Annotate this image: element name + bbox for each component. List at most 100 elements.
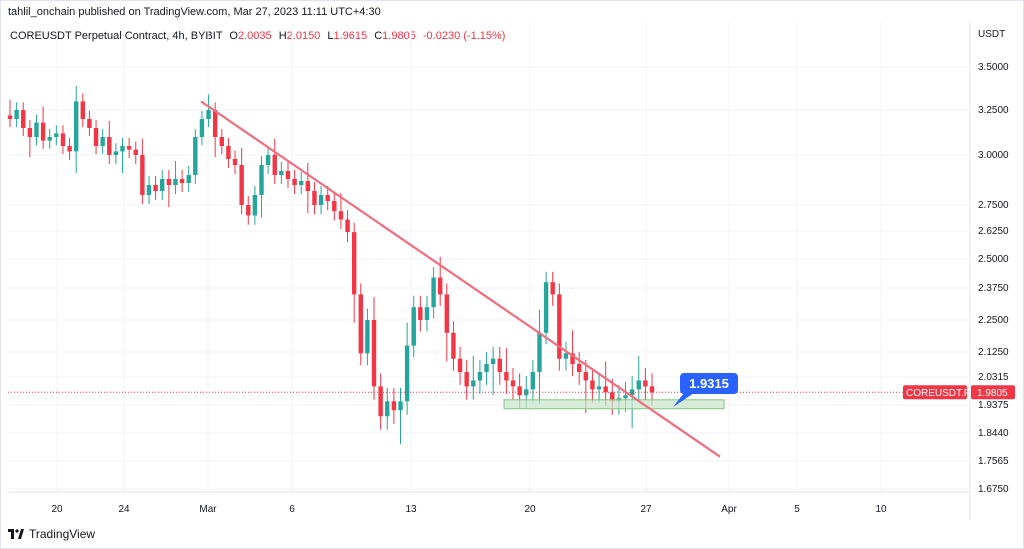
candle-body [146, 185, 152, 195]
price-tick-label: 3.5000 [978, 62, 1009, 73]
candle-body [510, 380, 516, 387]
candle-body [590, 380, 595, 390]
candle-body [438, 277, 443, 295]
legend-symbol[interactable]: COREUSDT Perpetual Contract, 4h, BYBIT [10, 30, 223, 42]
candle-body [576, 364, 582, 373]
candle-body [404, 345, 410, 402]
candle-body [603, 386, 608, 393]
candle-body [464, 372, 469, 387]
price-axis[interactable]: 3.5000 3.2500 3.0000 2.7500 2.6250 2.5000 2.37… [978, 62, 1009, 495]
candle-body [120, 146, 125, 152]
candle-body [649, 386, 655, 393]
candle-body [54, 133, 59, 137]
candle-body [517, 386, 522, 396]
candle-body [100, 137, 105, 146]
time-tick-label: 10 [875, 504, 887, 515]
candle-body [212, 110, 218, 137]
candle-body [338, 211, 344, 220]
price-tick-label: 3.2500 [978, 105, 1009, 116]
candle-body [239, 165, 244, 205]
candle-body [431, 277, 436, 308]
price-tick-label: 2.3750 [978, 283, 1009, 294]
candle-body [345, 219, 350, 233]
time-tick-label: 6 [289, 504, 295, 515]
candle-body [596, 386, 602, 390]
candle-body [424, 307, 430, 320]
candle-body [193, 137, 198, 175]
candle-body [173, 179, 178, 185]
candle-body [153, 185, 158, 191]
legend-low-value: 1.9615 [333, 30, 368, 42]
candle-body [80, 101, 86, 119]
callout-value: 1.9315 [689, 376, 729, 391]
time-tick-label: 27 [640, 504, 652, 515]
candle-body [206, 110, 211, 119]
candle-body [299, 181, 304, 185]
candle-body [636, 380, 641, 390]
candle-body [318, 195, 324, 205]
symbol-price-label-bg [903, 385, 967, 400]
tradingview-logo-icon [8, 529, 24, 539]
candle-body [160, 179, 165, 191]
candle-body [133, 149, 138, 155]
price-tick-label: 2.6250 [978, 226, 1009, 237]
candle-body [107, 137, 112, 155]
price-unit-label: USDT [978, 29, 1006, 40]
candle-body [490, 358, 496, 365]
candle-body [570, 353, 575, 365]
candle-body [583, 372, 589, 381]
callout-box [680, 373, 738, 394]
candle-body [371, 320, 377, 387]
candle-body [484, 364, 489, 373]
candle-body [246, 205, 251, 216]
candle-body [385, 401, 390, 417]
legend-open-label: O [229, 30, 238, 42]
candle-body [365, 320, 370, 354]
candle-body [93, 128, 99, 146]
footer-brand-name: TradingView [29, 527, 96, 541]
candle-body [199, 119, 205, 137]
time-tick-label: 20 [524, 504, 536, 515]
time-tick-label: 24 [118, 504, 130, 515]
price-tick-label: 1.6750 [978, 484, 1009, 495]
candlestick-series [7, 85, 655, 444]
legend-close-label: C [374, 30, 383, 42]
candle-body [305, 181, 311, 191]
candle-body [14, 110, 19, 119]
candle-body [219, 137, 224, 146]
legend-change-value: -0.0230 (-1.15%) [422, 30, 506, 42]
price-tick-label: 2.7500 [978, 200, 1009, 211]
time-tick-label: Apr [721, 504, 737, 515]
time-tick-label: 20 [51, 504, 63, 515]
candle-body [550, 282, 555, 295]
candle-body [140, 155, 145, 195]
candle-body [252, 195, 258, 216]
candle-body [623, 395, 628, 399]
legend-low-label: L [327, 30, 334, 42]
support-zone [503, 399, 725, 410]
candle-body [285, 171, 291, 179]
candle-body [524, 389, 529, 396]
drawing-overlay: COREUSDT.P 1.9805 1.9315 [8, 100, 1015, 458]
candle-body [477, 372, 483, 381]
candle-body [351, 232, 357, 295]
candle-body [226, 146, 231, 159]
candle-body [113, 151, 119, 155]
ohlc-legend: COREUSDT Perpetual Contract, 4h, BYBIT O… [10, 30, 505, 42]
legend-close-value: 1.9805 [382, 30, 416, 42]
price-tick-label: 1.7565 [978, 456, 1009, 467]
candle-body [610, 392, 615, 402]
candle-body [378, 386, 383, 417]
candle-body [292, 179, 297, 185]
candle-body [259, 165, 264, 195]
legend-high-value: 2.0150 [286, 30, 321, 42]
last-price-label-bg [971, 385, 1015, 400]
time-tick-label: 5 [794, 504, 800, 515]
candle-body [530, 372, 536, 390]
time-axis[interactable]: 20 24 Mar 6 13 20 27 Apr 5 10 [51, 504, 887, 515]
price-tick-label: 1.9375 [978, 400, 1009, 411]
legend-high-label: H [278, 30, 287, 42]
trendline [200, 100, 721, 458]
candle-body [504, 372, 509, 381]
